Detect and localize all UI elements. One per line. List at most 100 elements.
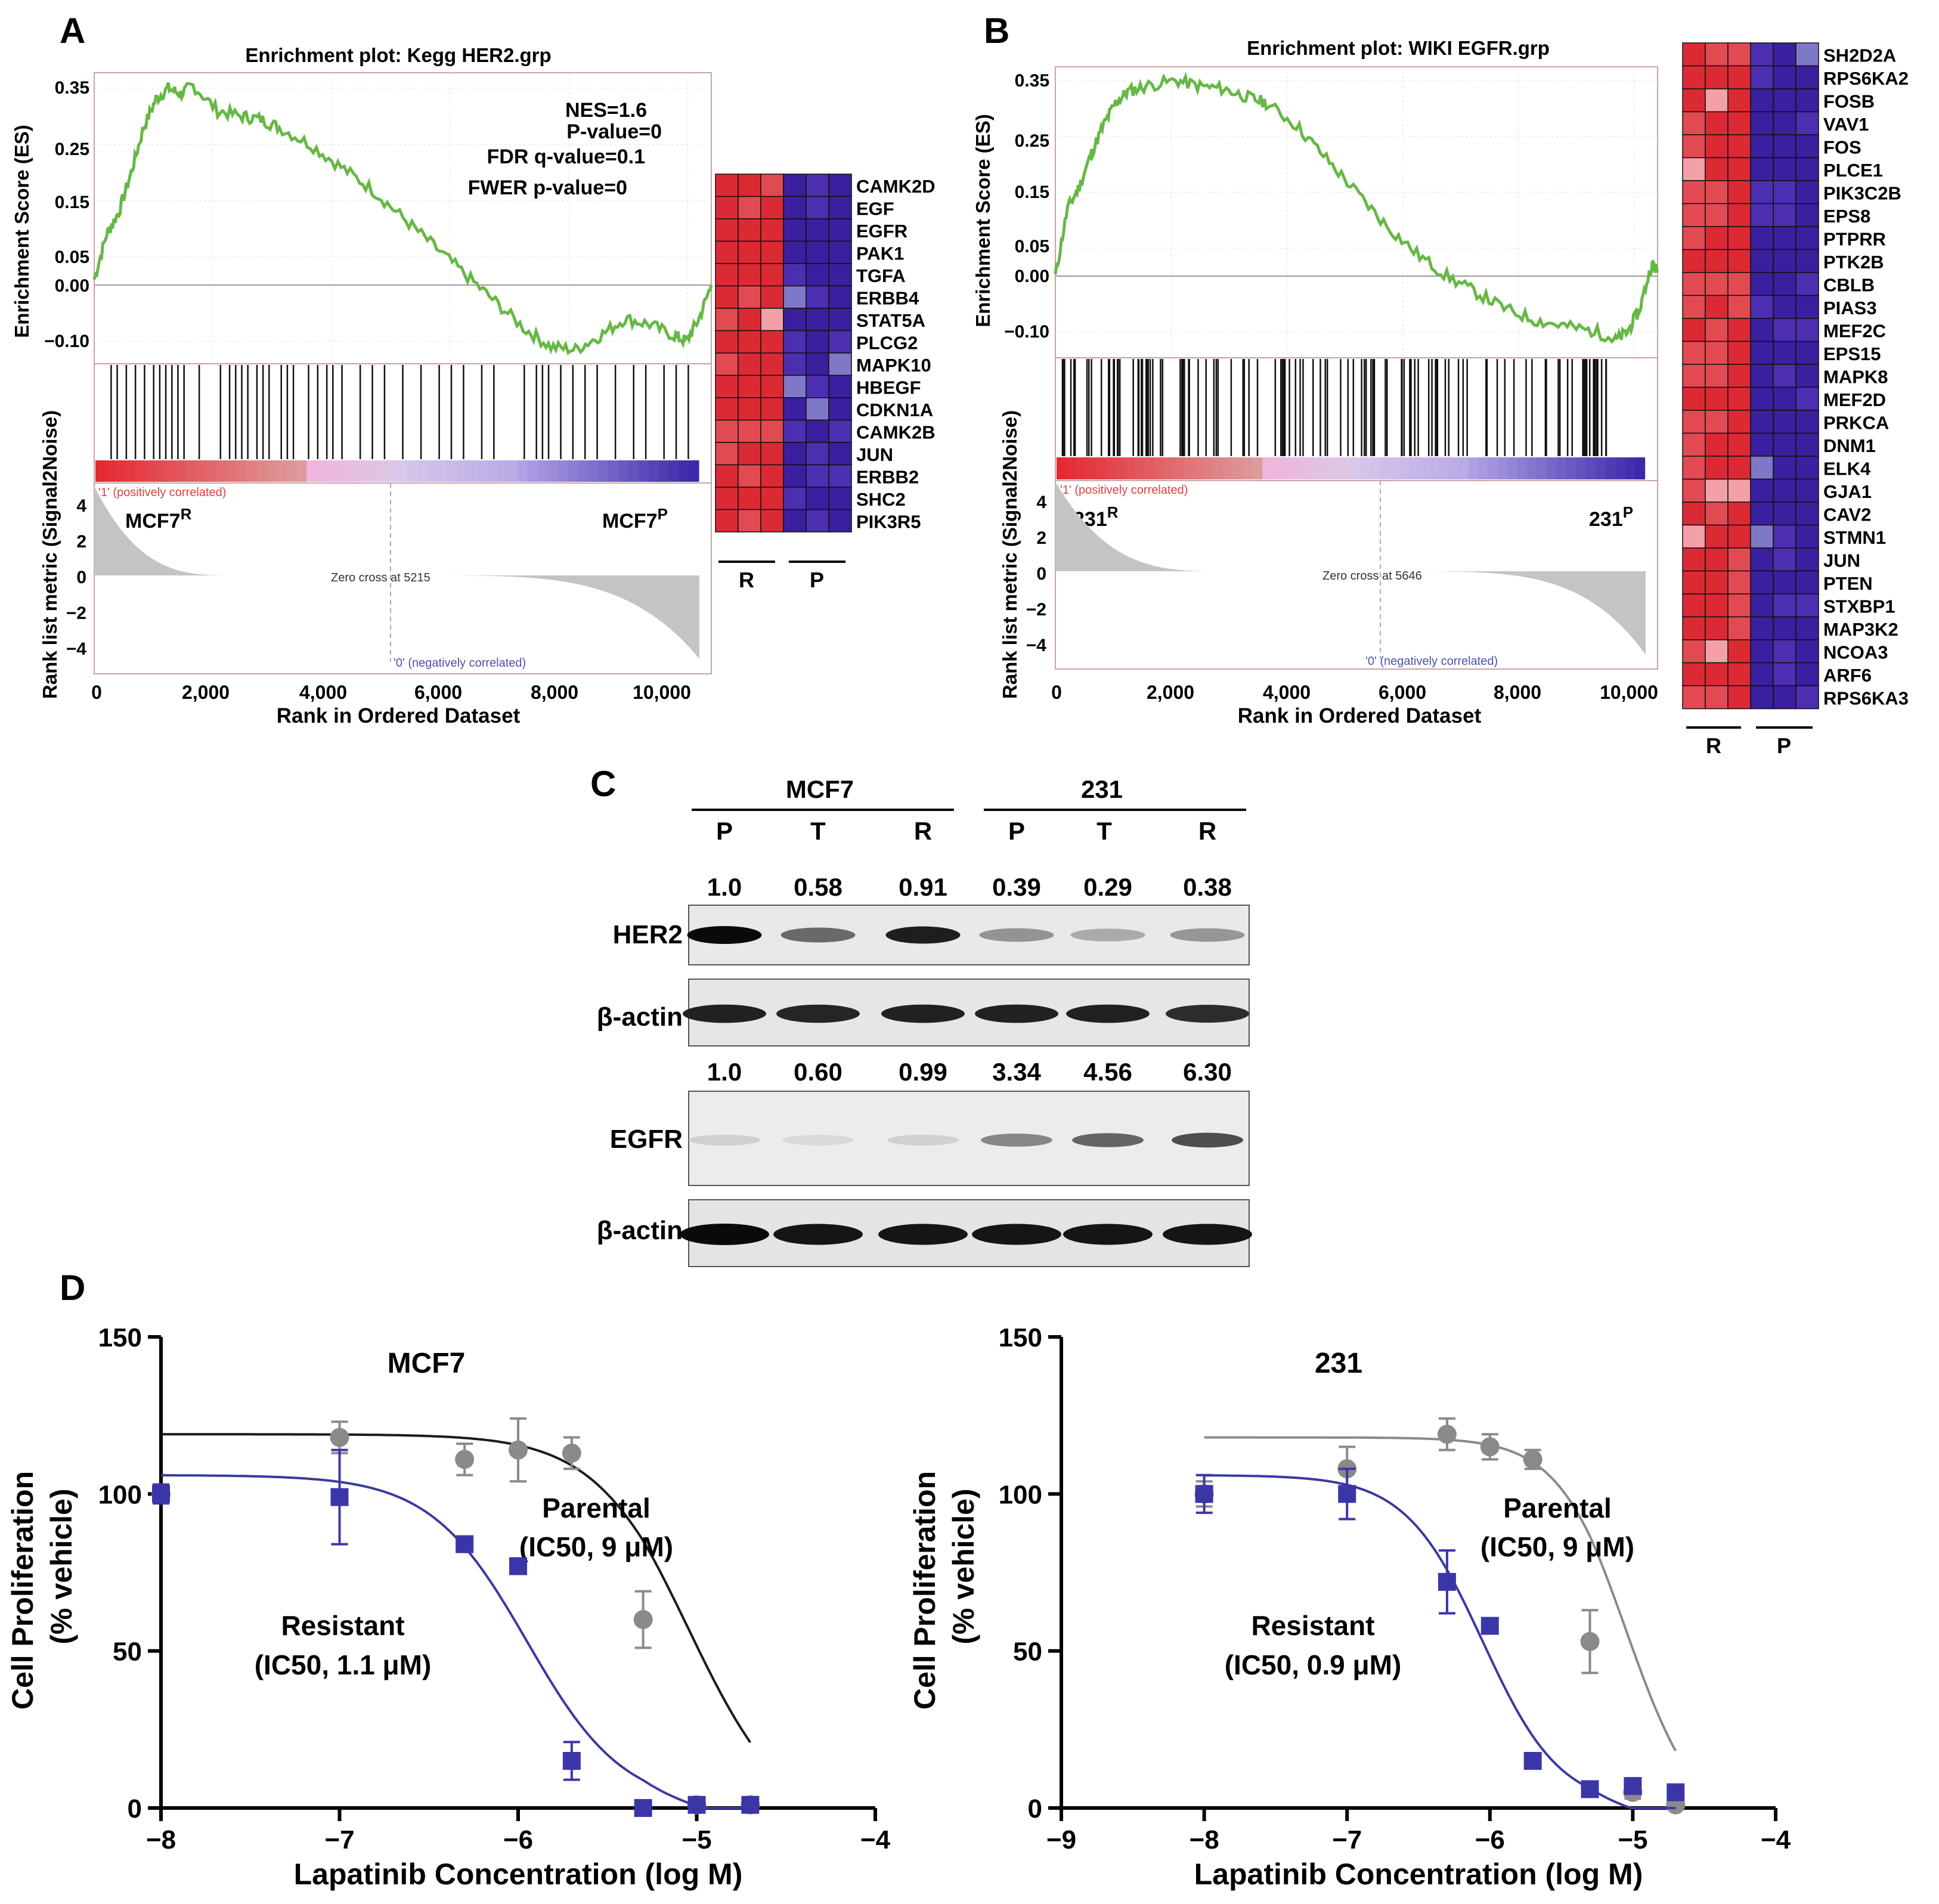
gsea-b-metric-ticks: 4 2 0 −2 −4 (1026, 493, 1047, 655)
gsea-a-pvalue: P-value=0 (566, 120, 662, 143)
x-tick: 0 (1051, 682, 1062, 703)
heatmap-cell (1795, 318, 1819, 342)
heatmap-cell (1795, 295, 1819, 319)
rank-strip-cell (417, 460, 428, 482)
metric-tick: 4 (76, 496, 86, 516)
heatmap-cell (1795, 639, 1819, 664)
gene-label: MAPK10 (856, 355, 931, 376)
rank-strip-cell (306, 460, 317, 482)
rank-strip-cell (1566, 457, 1577, 479)
gene-label: CDKN1A (856, 400, 933, 420)
blot-band (1066, 1004, 1150, 1023)
rank-strip-cell (1488, 457, 1498, 479)
heatmap-cell (715, 174, 739, 197)
heatmap-cell (1682, 386, 1706, 411)
heatmap-cell (760, 308, 784, 332)
heatmap-cell (783, 285, 807, 309)
heatmap-cell (1773, 88, 1796, 113)
es-tick: −0.10 (44, 332, 89, 351)
metric-tick: 0 (1036, 564, 1046, 584)
heatmap-cell (715, 308, 739, 332)
heatmap-cell (1750, 410, 1774, 434)
heatmap-cell (760, 352, 784, 376)
es-tick: 0.15 (55, 193, 89, 212)
heatmap-cell (1682, 42, 1706, 67)
blot-group-231: 231 (1081, 775, 1123, 803)
heatmap-cell (715, 374, 739, 398)
heatmap-cell (1795, 547, 1819, 572)
egfr-value: 6.30 (1183, 1058, 1232, 1086)
rank-strip-cell (1468, 457, 1479, 479)
x-tick: 8,000 (531, 682, 578, 703)
heatmap-cell (715, 442, 739, 466)
heatmap-cell (1705, 547, 1729, 572)
heatmap-cell (1750, 157, 1774, 181)
rank-strip-cell (497, 460, 509, 482)
heatmap-cell (1795, 662, 1819, 686)
rank-strip-cell (1262, 457, 1273, 479)
parental-ic50: (IC50, 9 μM) (1480, 1531, 1634, 1562)
rank-strip-cell (1203, 457, 1214, 479)
egfr-value: 0.99 (899, 1058, 947, 1086)
gsea-b-es-ticks: 0.35 0.25 0.15 0.05 0.00 −0.10 (1004, 71, 1049, 342)
heatmap-cell (738, 397, 761, 421)
gene-label: STXBP1 (1823, 596, 1895, 617)
heatmap-cell (1682, 685, 1706, 710)
x-tick-label: −6 (503, 1825, 533, 1855)
blot-band (776, 1004, 860, 1023)
heatmap-cell (760, 419, 784, 443)
heatmap-cell (1727, 111, 1751, 135)
resistant-point (1480, 1617, 1499, 1635)
heatmap-cell (1727, 478, 1751, 503)
rank-strip-cell (357, 460, 368, 482)
heatmap-cell (1750, 616, 1774, 640)
gene-label: RPS6KA2 (1823, 68, 1909, 89)
gsea-b-grid (1055, 67, 1658, 358)
gsea-a-es-axis-label: Enrichment Score (ES) (11, 125, 33, 338)
heatmap-cell (1705, 432, 1729, 457)
heatmap-cell (1682, 272, 1706, 296)
rank-strip-cell (1527, 457, 1538, 479)
gene-label: NCOA3 (1823, 642, 1888, 663)
rank-strip-cell (1389, 457, 1401, 479)
gsea-b-right-group: 231P (1589, 503, 1633, 531)
rank-strip-cell (1340, 457, 1351, 479)
rank-strip-cell (1125, 457, 1136, 479)
heatmap-cell (1727, 65, 1751, 89)
heatmap-cell (1795, 249, 1819, 273)
heatmap-cell (738, 196, 761, 219)
heatmap-cell (1727, 42, 1751, 67)
x-tick-label: −5 (682, 1825, 711, 1855)
heatmap-cell (1705, 295, 1729, 319)
blot-band (1172, 1132, 1243, 1148)
heatmap-cell (1750, 318, 1774, 342)
gene-label: EPS15 (1823, 343, 1881, 364)
heatmap-cell (1705, 639, 1729, 664)
x-tick-label: −7 (324, 1825, 354, 1855)
gsea-b-metric-area (1055, 482, 1646, 655)
heatmap-cell (806, 464, 829, 488)
gene-label: ERBB2 (856, 466, 919, 487)
blot-group-mcf7: MCF7 (786, 775, 854, 803)
heatmap-cell (806, 196, 829, 219)
heatmap-cell (1682, 432, 1706, 457)
resistant-point (330, 1488, 349, 1506)
heatmap-cell (1795, 616, 1819, 640)
resistant-point (456, 1535, 474, 1553)
heatmap-cell (738, 308, 761, 332)
blot-label-her2: HER2 (613, 920, 683, 949)
rank-strip-cell (528, 460, 538, 482)
x-tick: 4,000 (299, 682, 347, 703)
gene-label: PRKCA (1823, 413, 1889, 434)
heatmap-cell (1727, 386, 1751, 411)
gsea-b-es-axis-label: Enrichment Score (ES) (972, 114, 994, 327)
heatmap-cell (806, 174, 829, 197)
gene-label: CBLB (1823, 275, 1875, 296)
gene-label: CAMK2B (856, 422, 936, 442)
heatmap-cell (1682, 570, 1706, 595)
rank-strip-cell (1537, 457, 1547, 479)
rank-strip-cell (1409, 457, 1420, 479)
heatmap-cell (1750, 203, 1774, 227)
blot-band (687, 926, 762, 944)
egfr-value: 3.34 (992, 1058, 1041, 1086)
